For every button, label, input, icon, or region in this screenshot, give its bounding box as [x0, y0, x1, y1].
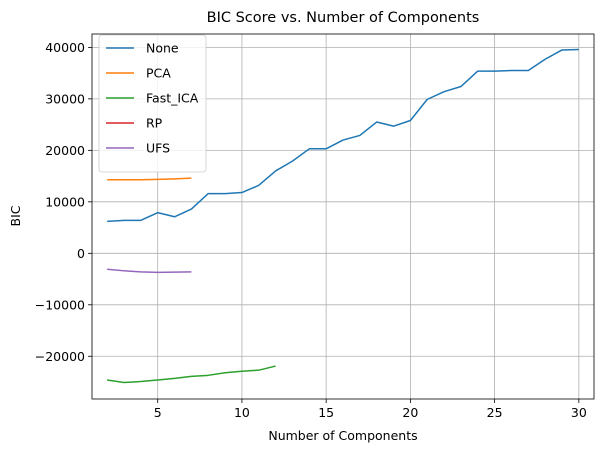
- y-axis-label: BIC: [8, 205, 23, 226]
- series-line-pca: [107, 177, 192, 181]
- legend-label-rp: RP: [146, 116, 163, 131]
- plot-area-frame: [91, 33, 595, 400]
- y-tick-label: 40000: [45, 40, 85, 55]
- y-tick-label: 30000: [45, 91, 85, 106]
- series-line-none: [107, 48, 579, 223]
- x-tick-label: 20: [402, 405, 418, 420]
- legend-label-none: None: [146, 41, 179, 56]
- legend-label-pca: PCA: [146, 66, 171, 81]
- x-axis-label: Number of Components: [268, 428, 417, 443]
- legend-label-fast-ica: Fast_ICA: [146, 91, 199, 106]
- legend: None PCA Fast_ICA RP UFS: [98, 34, 207, 173]
- x-axis-ticks: 5 10 15 20 25 30: [154, 399, 587, 420]
- series-line-fast-ica: [107, 365, 276, 384]
- legend-label-ufs: UFS: [146, 141, 170, 156]
- legend-box: [98, 34, 207, 173]
- series-lines: [107, 48, 579, 384]
- series-line-ufs: [107, 268, 192, 274]
- x-tick-label: 25: [487, 405, 503, 420]
- x-tick-label: 15: [318, 405, 334, 420]
- y-tick-label: −10000: [35, 297, 85, 312]
- chart-title: BIC Score vs. Number of Components: [207, 10, 480, 26]
- x-tick-label: 30: [571, 405, 587, 420]
- y-axis-ticks: −20000 −10000 0 10000 20000 30000 40000: [35, 40, 92, 364]
- y-tick-label: −20000: [35, 349, 85, 364]
- y-tick-label: 10000: [45, 194, 85, 209]
- y-tick-label: 20000: [45, 143, 85, 158]
- x-tick-label: 5: [154, 405, 162, 420]
- x-tick-label: 10: [234, 405, 250, 420]
- y-tick-label: 0: [77, 246, 85, 261]
